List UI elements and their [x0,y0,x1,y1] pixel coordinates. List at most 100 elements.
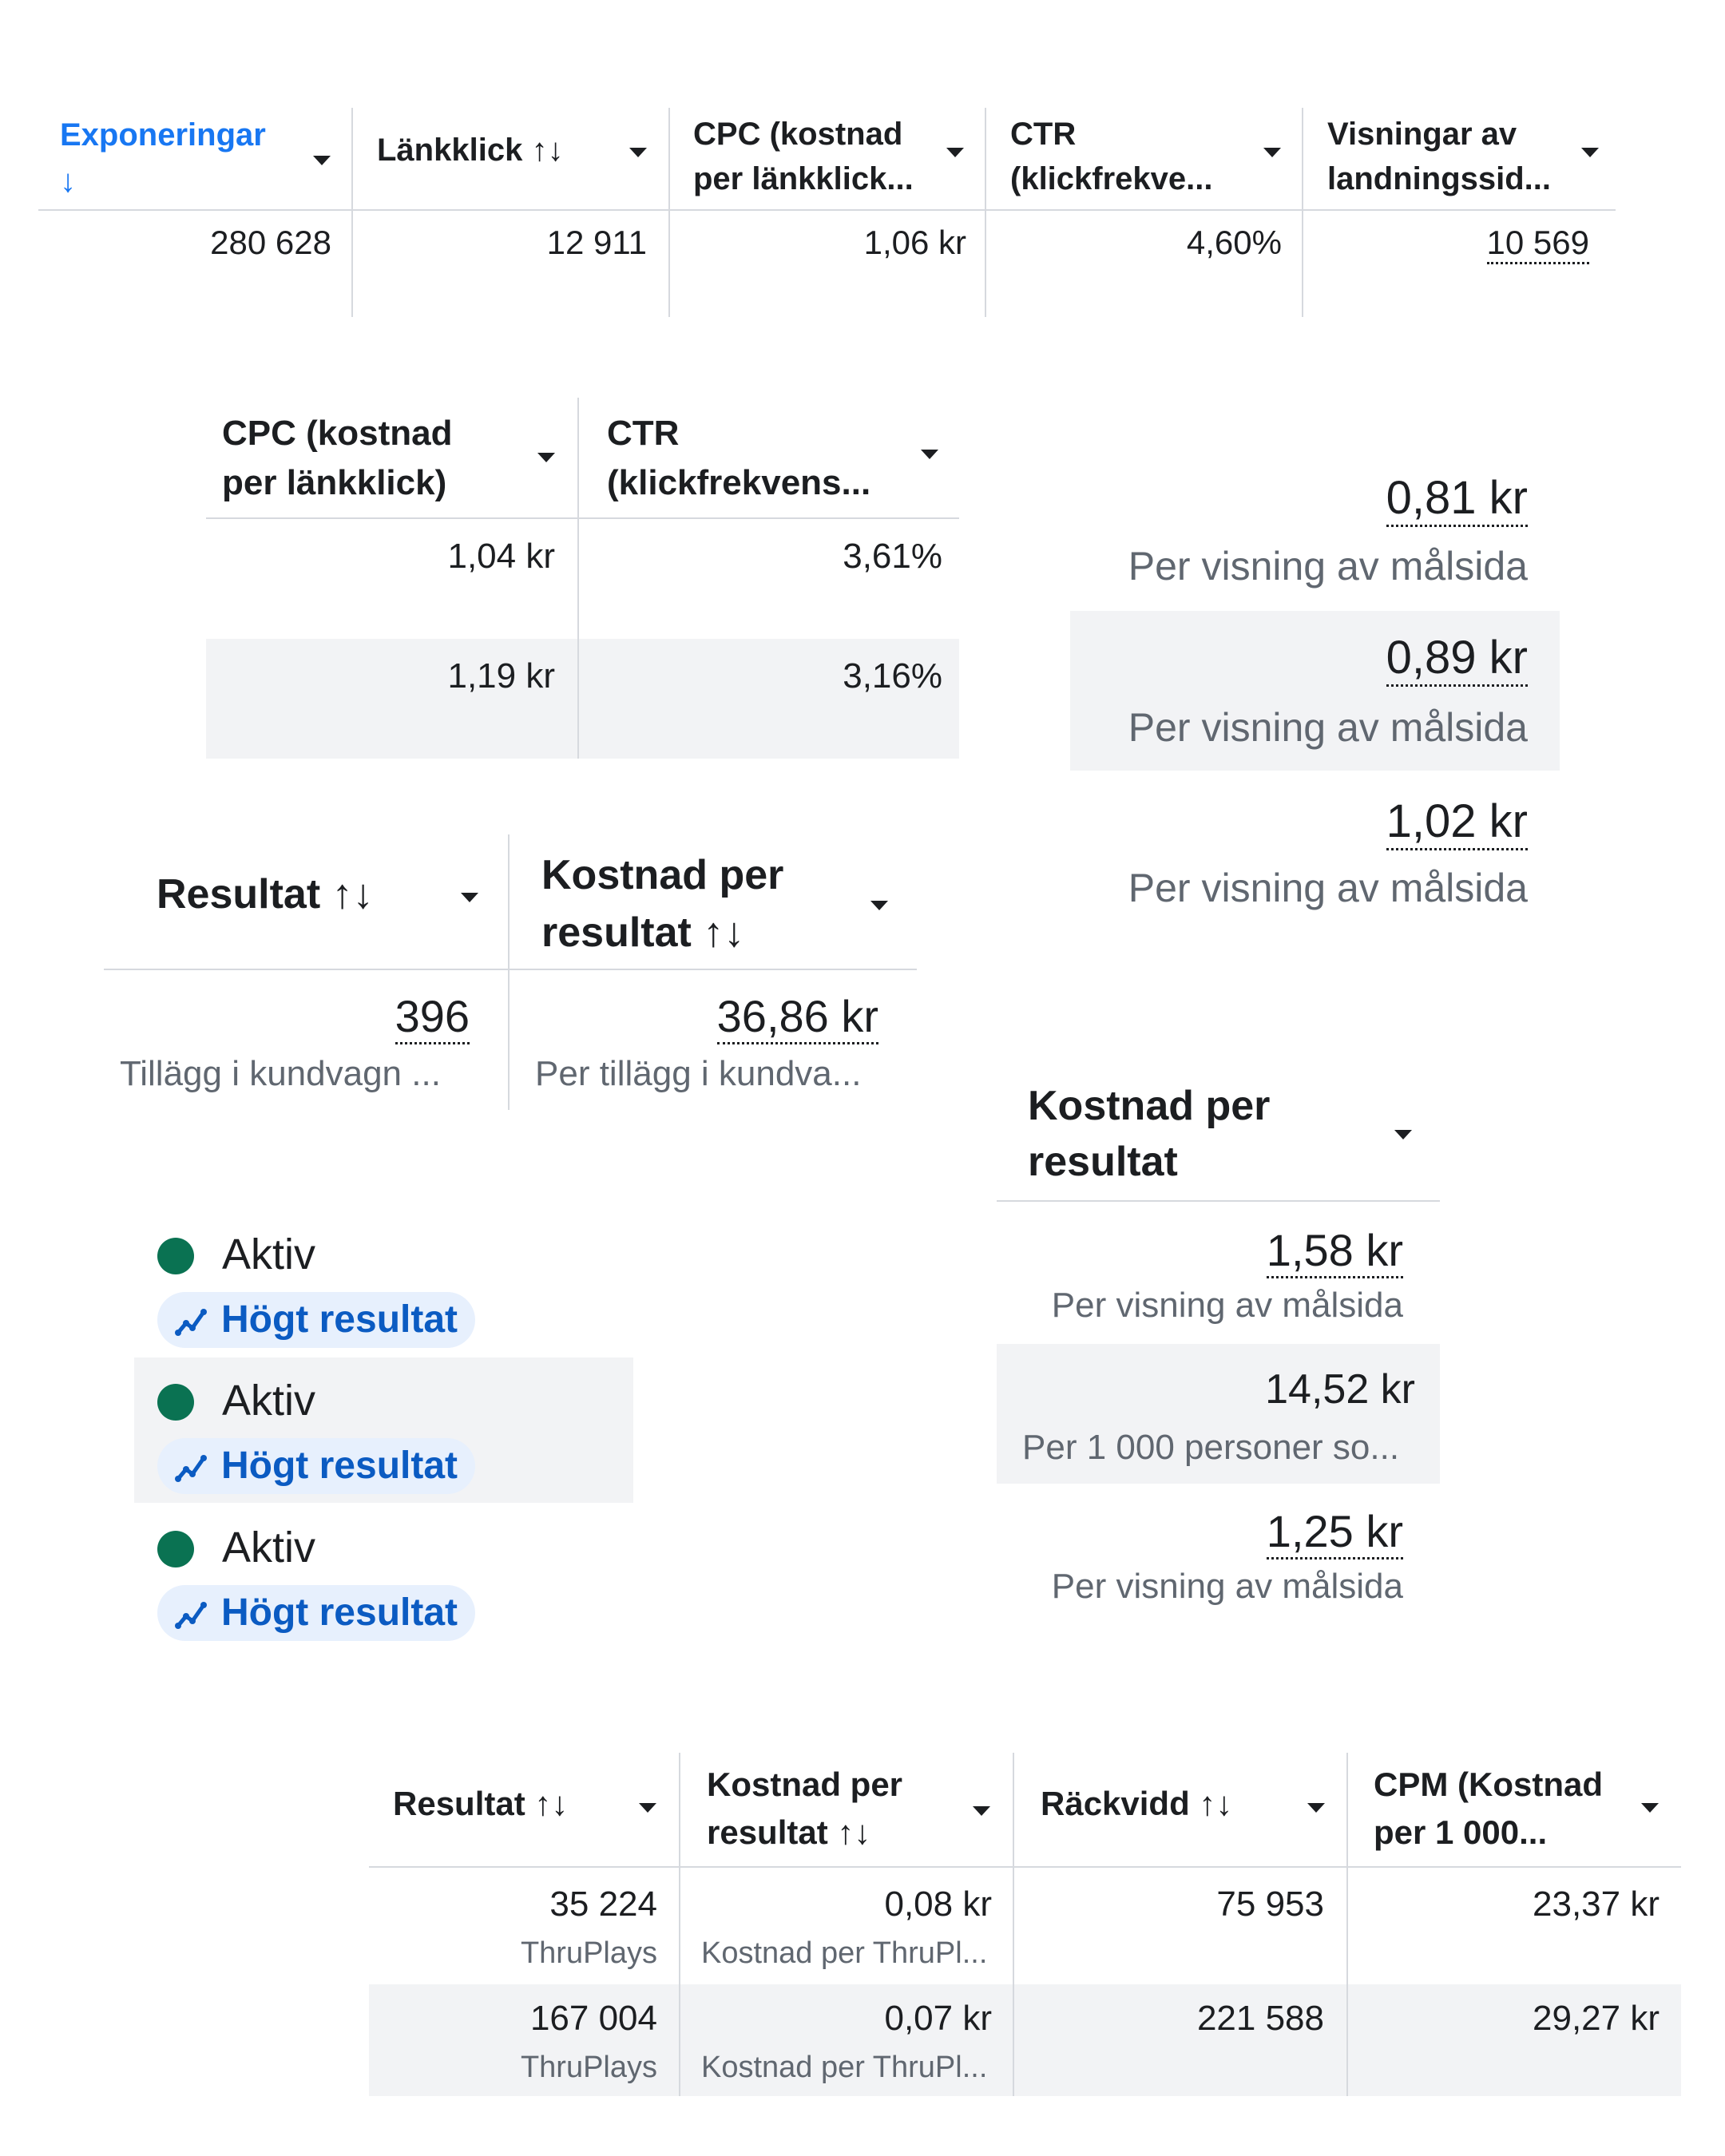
divider [997,1200,1440,1202]
divider [104,969,917,970]
divider [206,517,959,519]
status-badge[interactable]: Högt resultat [157,1292,476,1348]
dropdown-caret-icon[interactable] [946,148,964,157]
trend-up-icon [175,1455,207,1483]
sort-icon[interactable]: ↑↓ [1199,1785,1233,1822]
link-clicks-value: 12 911 [546,224,647,261]
cpc-value: 1,06 kr [863,224,966,261]
sort-down-icon[interactable]: ↓ [60,164,76,199]
status-badge[interactable]: Högt resultat [157,1438,476,1494]
column-header-result[interactable]: Resultat ↑↓ [393,1785,569,1822]
divider [679,1753,680,2096]
result-label: Tillägg i kundvagn ... [120,1054,441,1093]
column-header-cost-per-result[interactable]: Kostnad per resultat [1028,1083,1271,1185]
column-header-landing-page-views[interactable]: Visningar av landningssid... [1327,117,1552,196]
divider [1346,1753,1348,2096]
dropdown-caret-icon[interactable] [639,1803,656,1813]
status-badge[interactable]: Högt resultat [157,1585,476,1641]
result-label: ThruPlays [520,1936,657,1970]
active-status-dot-icon [157,1384,194,1421]
reach-value: 221 588 [1196,1999,1324,2038]
cost-label: Per visning av målsida [1128,705,1528,750]
divider [369,1866,1681,1868]
row-highlight [369,1984,1681,2096]
dropdown-caret-icon[interactable] [1307,1803,1325,1813]
divider [1013,1753,1014,2096]
divider [577,398,579,759]
sort-icon[interactable]: ↑↓ [534,1785,569,1822]
dropdown-caret-icon[interactable] [629,148,647,157]
table-row-cpc: 1,19 kr [447,656,555,696]
cost-per-result-value: 0,07 kr [884,1999,992,2038]
table-row-ctr: 3,61% [843,537,942,576]
cost-value[interactable]: 1,02 kr [1070,795,1528,850]
column-header-result[interactable]: Resultat ↑↓ [157,871,374,917]
dropdown-caret-icon[interactable] [1581,148,1599,157]
sort-icon[interactable]: ↑↓ [531,133,564,168]
column-header-cpc[interactable]: CPC (kostnad per länkklick... [693,117,914,196]
divider [508,834,510,1110]
column-header-ctr[interactable]: CTR (klickfrekvens... [607,414,871,502]
dropdown-caret-icon[interactable] [1641,1803,1659,1813]
cost-per-result-label: Per tillägg i kundva... [535,1054,862,1093]
divider [985,108,986,317]
cost-value[interactable]: 1,25 kr [1006,1505,1403,1560]
dropdown-caret-icon[interactable] [921,450,938,459]
result-value: 167 004 [529,1999,657,2038]
cost-per-result-value[interactable]: 36,86 kr [543,990,878,1044]
dropdown-caret-icon[interactable] [1394,1130,1412,1139]
row-highlight [997,1344,1440,1484]
column-header-cpm[interactable]: CPM (Kostnad per 1 000... [1374,1766,1603,1851]
cost-label: Per visning av målsida [1051,1286,1403,1325]
active-status-dot-icon [157,1531,194,1567]
dropdown-caret-icon[interactable] [1263,148,1281,157]
status-text: Aktiv [222,1524,316,1571]
cost-value[interactable]: 1,58 kr [1006,1224,1403,1278]
sort-icon[interactable]: ↑↓ [331,871,374,917]
ctr-value: 4,60% [1186,224,1282,261]
column-header-reach[interactable]: Räckvidd ↑↓ [1041,1785,1233,1822]
column-header-ctr[interactable]: CTR (klickfrekve... [1010,117,1213,196]
cost-per-result-value: 0,08 kr [884,1885,992,1924]
result-value[interactable]: 396 [160,990,470,1044]
cost-label: Per visning av målsida [1128,544,1528,589]
cpm-value: 29,27 kr [1533,1999,1660,2038]
cost-per-result-label: Kostnad per ThruPl... [701,2051,988,2084]
column-header-link-clicks[interactable]: Länkklick ↑↓ [377,133,564,168]
column-header-cost-per-result[interactable]: Kostnad per resultat ↑↓ [707,1766,903,1851]
active-status-dot-icon [157,1238,194,1274]
dropdown-caret-icon[interactable] [461,893,478,902]
dropdown-caret-icon[interactable] [973,1806,990,1816]
cost-value: 14,52 kr [1265,1366,1415,1413]
status-text: Aktiv [222,1231,316,1278]
cost-label: Per 1 000 personer so... [1022,1428,1400,1467]
trend-up-icon [175,1602,207,1630]
cpm-value: 23,37 kr [1533,1885,1660,1924]
row-highlight [1070,611,1560,771]
cost-label: Per visning av målsida [1051,1567,1403,1606]
dropdown-caret-icon[interactable] [313,156,331,165]
impressions-value: 280 628 [210,224,331,261]
sort-icon[interactable]: ↑↓ [703,910,745,956]
table-row-ctr: 3,16% [843,656,942,696]
table-row-cpc: 1,04 kr [447,537,555,576]
column-header-cost-per-result[interactable]: Kostnad per resultat ↑↓ [541,852,784,956]
column-header-cpc[interactable]: CPC (kostnad per länkklick) [222,414,453,502]
column-header-impressions[interactable]: Exponeringar ↓ [60,112,315,204]
dropdown-caret-icon[interactable] [870,901,888,910]
cost-value[interactable]: 0,89 kr [1070,631,1528,687]
row-highlight [206,639,959,759]
cost-value[interactable]: 0,81 kr [1070,471,1528,527]
divider [668,108,670,317]
dropdown-caret-icon[interactable] [537,453,555,462]
divider [38,209,1616,211]
divider [1302,108,1303,317]
trend-up-icon [175,1309,207,1337]
sort-icon[interactable]: ↑↓ [837,1813,871,1851]
result-label: ThruPlays [520,2051,657,2084]
cost-per-result-label: Kostnad per ThruPl... [701,1936,988,1970]
divider [351,108,353,317]
reach-value: 75 953 [1216,1885,1324,1924]
status-text: Aktiv [222,1377,316,1425]
landing-page-views-value[interactable]: 10 569 [1326,224,1589,264]
